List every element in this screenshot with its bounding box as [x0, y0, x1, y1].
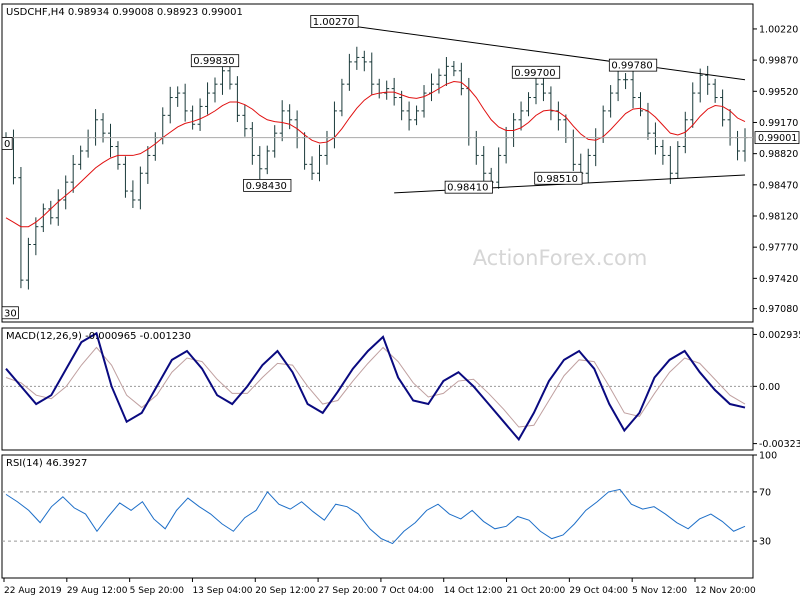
- macd-title: MACD(12,26,9) -0.000965 -0.001230: [6, 331, 191, 342]
- x-tick-label: 21 Oct 20:00: [507, 586, 566, 596]
- price-tick-label: 0.97420: [759, 274, 798, 285]
- x-tick-label: 20 Sep 12:00: [255, 586, 315, 596]
- price-annotation-box: [534, 171, 583, 185]
- rsi-tick-label: 70: [759, 487, 771, 498]
- price-annotation-box: [190, 54, 240, 68]
- price-tick-label: 0.98120: [759, 212, 798, 223]
- price-annotation-box: [310, 15, 359, 28]
- x-tick-label: 14 Oct 12:00: [444, 586, 503, 596]
- x-tick-label: 13 Sep 04:00: [192, 586, 252, 596]
- price-annotation-label: 30: [4, 308, 17, 319]
- watermark-text: ActionForex.com: [473, 246, 648, 270]
- price-annotation-label: 0.99830: [193, 56, 234, 67]
- macd-panel-frame: [1, 327, 754, 451]
- price-annotation-label: 0.98510: [537, 174, 578, 185]
- macd-tick-label: 0.00: [759, 382, 780, 393]
- rsi-panel-frame: [1, 454, 754, 579]
- price-annotation-box: [243, 178, 292, 192]
- price-annotation-label: 0.99780: [611, 61, 652, 72]
- price-annotation-label: 0.98430: [246, 181, 287, 192]
- current-price-label: 0.99001: [758, 133, 797, 144]
- price-annotation-box: [511, 65, 561, 79]
- price-panel-frame: [1, 3, 754, 323]
- price-tick-label: 0.99870: [759, 56, 798, 67]
- price-annotation-label: 0.99700: [514, 68, 555, 79]
- price-tick-label: 0.98820: [759, 149, 798, 160]
- macd-line: [5, 331, 746, 442]
- current-price-box: [754, 131, 800, 145]
- price-annotation-label: 0: [4, 139, 10, 150]
- x-tick-label: 22 Aug 2019: [4, 586, 62, 596]
- rsi-tick-label: 100: [759, 451, 777, 462]
- price-tick-label: 0.99520: [759, 87, 798, 98]
- x-tick-label: 29 Oct 04:00: [569, 586, 628, 596]
- price-tick-label: 0.98470: [759, 180, 798, 191]
- x-tick-label: 12 Nov 20:00: [695, 586, 756, 596]
- trendline-upper: [334, 23, 746, 81]
- macd-signal-line: [5, 346, 746, 428]
- moving-average-line: [5, 80, 746, 228]
- macd-tick-label: 0.002935: [759, 330, 800, 341]
- price-annotation-box: [608, 58, 658, 72]
- macd-tick-label: -0.003238: [759, 439, 800, 450]
- x-tick-label: 7 Oct 04:00: [381, 586, 434, 596]
- x-tick-label: 29 Aug 12:00: [67, 586, 128, 596]
- price-tick-label: 0.97080: [759, 304, 798, 315]
- price-annotation-label: 0.98410: [447, 183, 488, 194]
- price-annotation-box: [444, 180, 493, 194]
- price-annotation-label: 1.00270: [313, 17, 354, 28]
- price-tick-label: 0.99170: [759, 118, 798, 129]
- symbol-header: USDCHF,H4 0.98934 0.99008 0.98923 0.9900…: [6, 7, 243, 18]
- x-tick-label: 27 Sep 20:00: [318, 586, 378, 596]
- price-annotation-box: [1, 137, 13, 150]
- rsi-line: [5, 488, 746, 545]
- rsi-title: RSI(14) 46.3927: [6, 458, 87, 469]
- x-tick-label: 5 Sep 20:00: [130, 586, 185, 596]
- rsi-tick-label: 30: [759, 537, 771, 548]
- x-tick-label: 5 Nov 12:00: [632, 586, 687, 596]
- price-tick-label: 0.97770: [759, 243, 798, 254]
- price-annotation-box: [1, 306, 19, 320]
- price-tick-label: 1.00220: [759, 24, 798, 35]
